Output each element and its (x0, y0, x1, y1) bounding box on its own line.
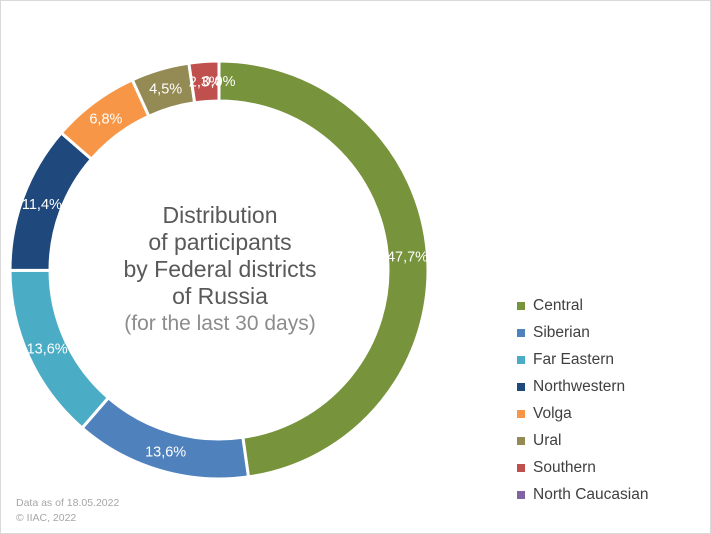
chart-title-line: Distribution (162, 202, 278, 228)
legend-item-north-caucasian: North Caucasian (517, 481, 648, 508)
legend-item-far-eastern: Far Eastern (517, 346, 648, 373)
data-label-volga: 6,8% (89, 112, 122, 128)
legend-swatch (517, 490, 525, 499)
legend-label: Southern (533, 458, 596, 476)
data-label-southern: 2,3% (189, 74, 222, 90)
legend-item-northwestern: Northwestern (517, 373, 648, 400)
legend-swatch (517, 301, 525, 310)
chart-title-line: of Russia (172, 283, 268, 309)
data-label-north-caucasian: 0,0% (202, 74, 235, 90)
chart-title-line: by Federal districts (123, 256, 317, 282)
legend-item-southern: Southern (517, 454, 648, 481)
chart-title: Distribution of participants by Federal … (90, 202, 350, 337)
data-label-siberian: 13,6% (145, 444, 186, 460)
data-label-central: 47,7% (387, 250, 428, 266)
legend-item-volga: Volga (517, 400, 648, 427)
legend-swatch (517, 328, 525, 337)
data-label-far-eastern: 13,6% (27, 342, 68, 358)
donut-slice-southern (187, 59, 221, 105)
data-label-northwestern: 11,4% (22, 197, 62, 213)
chart-footer: Data as of 18.05.2022 © IIAC, 2022 (16, 496, 119, 526)
legend-item-central: Central (517, 292, 648, 319)
legend-label: Far Eastern (533, 350, 614, 368)
legend-label: Central (533, 296, 583, 314)
legend-label: Volga (533, 404, 572, 422)
legend-swatch (517, 463, 525, 472)
chart-title-line: of participants (148, 229, 292, 255)
copyright-note: © IIAC, 2022 (16, 512, 77, 524)
legend-item-ural: Ural (517, 427, 648, 454)
legend-swatch (517, 355, 525, 364)
legend-swatch (517, 382, 525, 391)
legend-label: Siberian (533, 323, 590, 341)
chart-legend: Central Siberian Far Eastern Northwestern Vo… (517, 292, 648, 508)
data-date-note: Data as of 18.05.2022 (16, 497, 120, 509)
legend-label: Ural (533, 431, 562, 449)
donut-slice-central (217, 59, 430, 479)
legend-swatch (517, 409, 525, 418)
legend-swatch (517, 436, 525, 445)
legend-label: North Caucasian (533, 485, 649, 503)
donut-data-labels: 47,7% 13,6% 13,6% 11,4% 6,8% 4,5% 2,3%0,0% (22, 74, 428, 460)
donut-slice-siberian (80, 395, 251, 481)
data-label-ural: 4,5% (149, 82, 182, 98)
chart-subtitle: (for the last 30 days) (124, 312, 316, 335)
legend-item-siberian: Siberian (517, 319, 648, 346)
donut-slices (8, 59, 430, 481)
legend-label: Northwestern (533, 377, 626, 395)
